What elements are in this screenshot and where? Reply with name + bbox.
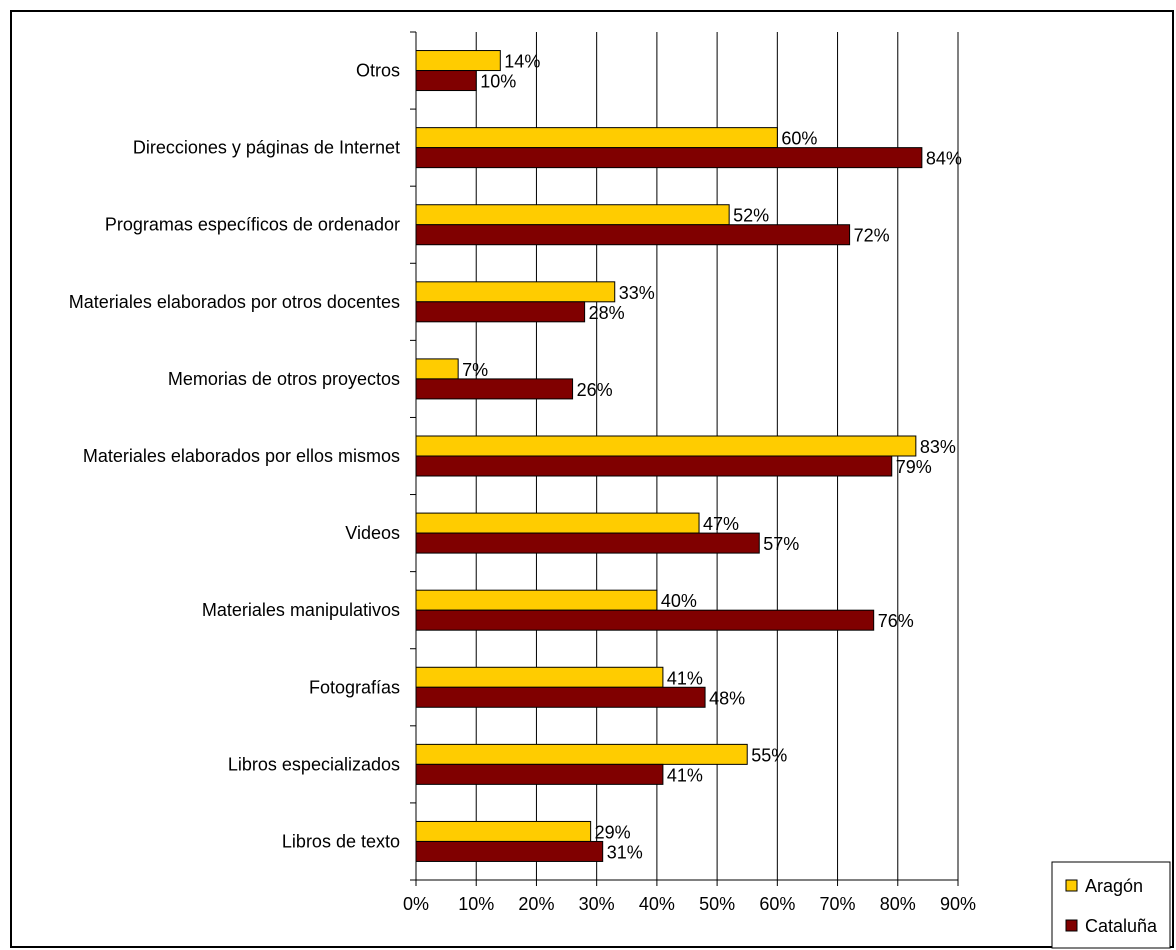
x-tick-label: 70% [820,894,856,914]
legend-label: Aragón [1085,876,1143,896]
data-label: 10% [480,72,516,92]
category-label: Materiales manipulativos [202,600,400,620]
legend-swatch [1065,919,1078,932]
category-label: Libros de texto [282,831,400,851]
data-label: 14% [504,52,540,72]
bar-aragon [415,743,748,765]
x-tick-label: 40% [639,894,675,914]
bar-cataluna [415,532,760,554]
data-label: 41% [667,668,703,688]
x-tick-label: 10% [458,894,494,914]
bar-aragon [415,666,664,688]
category-label: Fotografías [309,677,400,697]
data-label: 57% [763,534,799,554]
x-tick-label: 50% [699,894,735,914]
bar-aragon [415,820,592,842]
bar-cataluna [415,70,477,92]
category-label: Otros [356,61,400,81]
category-label: Memorias de otros proyectos [168,369,400,389]
legend-swatch [1065,879,1078,892]
data-label: 31% [607,842,643,862]
data-label: 26% [577,380,613,400]
bar-cataluna [415,686,706,708]
bar-cataluna [415,224,851,246]
data-label: 28% [589,303,625,323]
data-label: 33% [619,283,655,303]
bar-cataluna [415,840,604,862]
bar-aragon [415,512,700,534]
data-label: 84% [926,149,962,169]
bar-aragon [415,589,658,611]
data-label: 60% [781,129,817,149]
bar-cataluna [415,147,923,169]
category-label: Materiales elaborados por otros docentes [69,292,400,312]
x-tick-label: 60% [759,894,795,914]
data-label: 47% [703,514,739,534]
data-label: 79% [896,457,932,477]
data-label: 7% [462,360,488,380]
category-label: Materiales elaborados por ellos mismos [83,446,400,466]
data-label: 72% [854,226,890,246]
bar-cataluna [415,301,586,323]
bar-aragon [415,435,917,457]
data-label: 55% [751,745,787,765]
x-tick-label: 80% [880,894,916,914]
bar-cataluna [415,609,875,631]
category-label: Direcciones y páginas de Internet [133,138,400,158]
category-label: Videos [345,523,400,543]
bar-cataluna [415,378,574,400]
x-tick-label: 20% [518,894,554,914]
bar-aragon [415,50,501,72]
data-label: 48% [709,688,745,708]
bar-cataluna [415,455,893,477]
legend-label: Cataluña [1085,916,1158,936]
data-label: 76% [878,611,914,631]
bar-aragon [415,358,459,380]
legend-box [1051,861,1171,949]
data-label: 40% [661,591,697,611]
bar-cataluna [415,763,664,785]
x-tick-label: 90% [940,894,976,914]
data-label: 83% [920,437,956,457]
legend: Aragón Cataluña [1051,861,1171,949]
bar-aragon [415,127,778,149]
bar-aragon [415,204,730,226]
data-label: 29% [595,822,631,842]
data-label: 52% [733,206,769,226]
data-label: 41% [667,765,703,785]
category-label: Programas específicos de ordenador [105,215,400,235]
category-label: Libros especializados [228,754,400,774]
bar-aragon [415,281,616,303]
x-tick-label: 30% [579,894,615,914]
x-tick-label: 0% [403,894,429,914]
